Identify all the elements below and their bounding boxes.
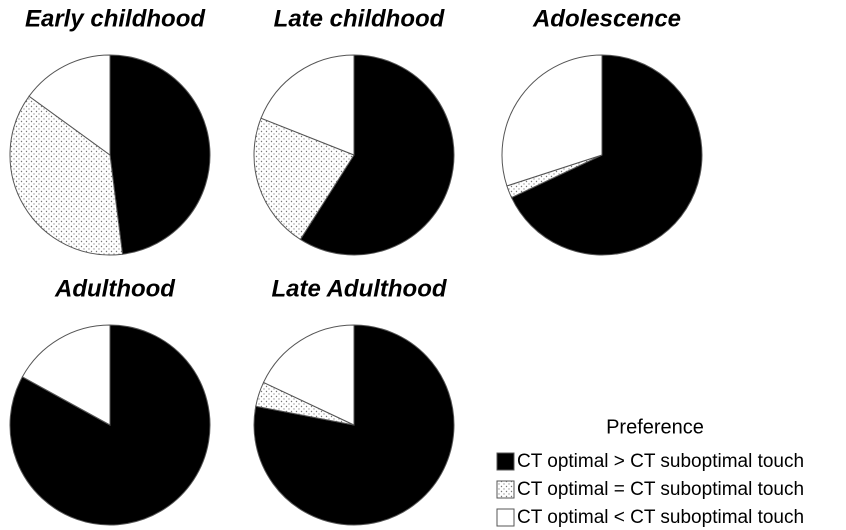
legend-swatch bbox=[496, 480, 515, 499]
pie-slice bbox=[9, 95, 124, 256]
pie-slice bbox=[501, 54, 603, 187]
pie-slice bbox=[253, 117, 355, 241]
pie-title: Adolescence bbox=[532, 5, 681, 32]
pie-title: Adulthood bbox=[54, 275, 176, 302]
pie-title: Late Adulthood bbox=[271, 275, 447, 302]
pie-title: Early childhood bbox=[25, 5, 206, 32]
legend-title: Preference bbox=[606, 416, 704, 438]
pie-slice bbox=[109, 54, 211, 255]
pie-slice bbox=[510, 54, 703, 256]
pie-slice bbox=[28, 54, 111, 156]
pie-slice bbox=[21, 324, 111, 426]
pie-title: Late childhood bbox=[274, 5, 446, 32]
legend-swatch bbox=[496, 508, 515, 527]
legend-swatch bbox=[496, 452, 515, 471]
pie-slice bbox=[299, 54, 455, 256]
legend-label: CT optimal < CT suboptimal touch bbox=[517, 507, 804, 528]
pie-slice bbox=[260, 54, 355, 156]
pie-slice bbox=[262, 324, 355, 426]
legend-label: CT optimal = CT suboptimal touch bbox=[517, 479, 804, 500]
legend-label: CT optimal > CT suboptimal touch bbox=[517, 451, 804, 472]
